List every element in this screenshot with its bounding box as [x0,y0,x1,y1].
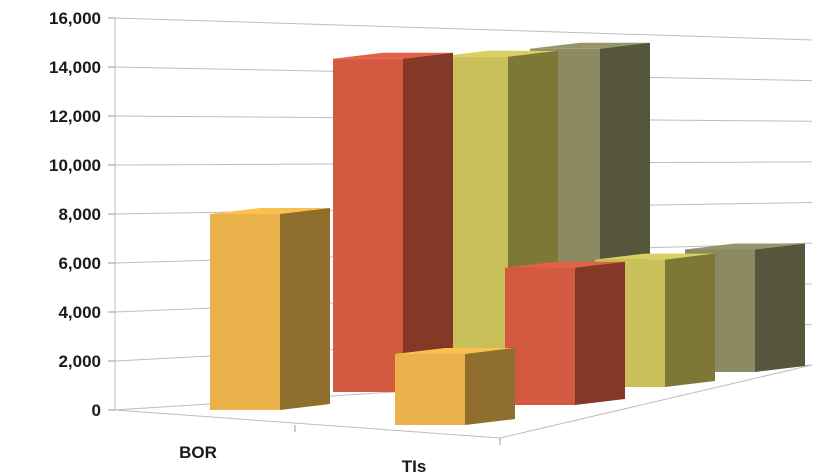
bar-tis-series-1 [395,347,515,425]
y-tick-label: 8,000 [58,205,101,224]
bar-bor-series-2 [333,52,453,393]
y-tick-label: 6,000 [58,254,101,273]
floor-front-edge [114,409,501,439]
y-tick-label: 2,000 [58,352,101,371]
category-label-tis: TIs [402,457,427,476]
y-tick-label: 4,000 [58,303,101,322]
y-tick-label: 16,000 [49,9,101,28]
y-axis-tick-labels: 0 2,000 4,000 6,000 8,000 10,000 12,000 14,000 1… [49,9,115,420]
y-tick-label: 14,000 [49,58,101,77]
gridline [114,17,813,41]
bars [210,42,805,425]
bar-tis-series-2 [505,261,625,405]
y-tick-label: 10,000 [49,156,101,175]
chart-floor [114,364,813,445]
category-label-bor: BOR [179,443,217,462]
category-labels: BOR TIs [179,443,426,476]
floor-side-edge [499,364,813,439]
bar-bor-series-1 [210,208,330,410]
y-tick-label: 0 [92,401,101,420]
y-tick-label: 12,000 [49,107,101,126]
